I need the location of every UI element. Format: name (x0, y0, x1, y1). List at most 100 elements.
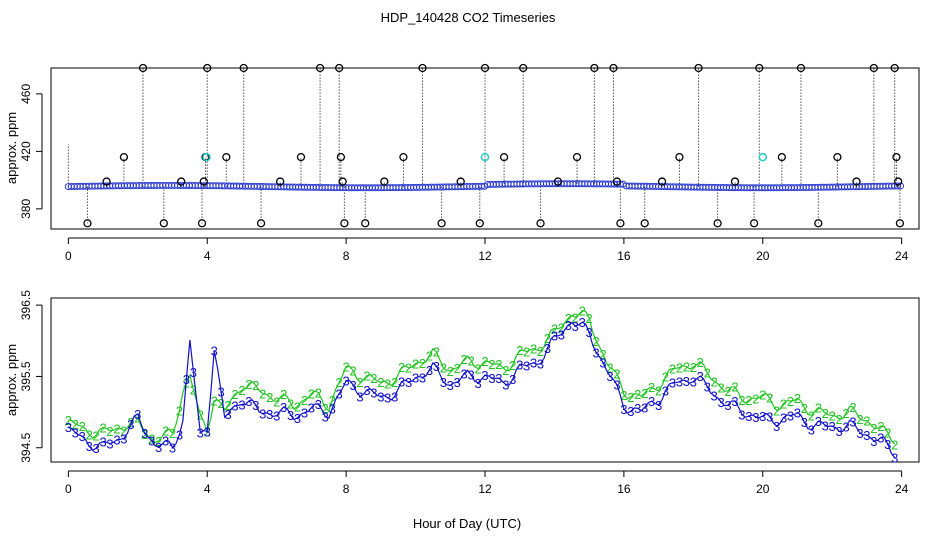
bottom-x-tick-label: 4 (204, 482, 211, 496)
series-3-point-label: 3 (558, 327, 565, 342)
bottom-y-tick-label: 396.5 (19, 290, 33, 320)
series-3-point-label: 3 (384, 391, 391, 406)
series-3-point-label: 3 (231, 399, 238, 414)
series-2-point-label: 2 (162, 424, 169, 439)
series-3-point-label: 3 (106, 437, 113, 452)
series-3-point-label: 3 (537, 357, 544, 372)
top-x-tick-label: 0 (65, 249, 72, 263)
outlier-point (159, 219, 168, 228)
cyan-point (758, 152, 768, 162)
series-3-point-label: 3 (190, 365, 197, 380)
series-3-point-label: 3 (127, 417, 134, 432)
series-2-point-label: 2 (877, 419, 884, 434)
top-panel: 0 4 8 12 16 20 24 380 420 460 approx. ppm (4, 63, 920, 263)
series-3-point-label: 3 (363, 383, 370, 398)
series-3-point-label: 3 (530, 356, 537, 371)
series-2-point-label: 2 (79, 419, 86, 434)
series-3-point-label: 3 (259, 407, 266, 422)
series-2-point-label: 2 (197, 408, 204, 423)
outlier-point (197, 219, 207, 228)
series-3-point-label: 3 (683, 374, 690, 389)
outlier-point (276, 177, 285, 186)
series-2-point-label: 2 (315, 385, 322, 400)
series-3-point-label: 3 (620, 402, 627, 417)
series-2-point-label: 2 (870, 421, 877, 436)
series-2-point-label: 2 (322, 401, 329, 416)
series-2-point-label: 2 (773, 403, 780, 418)
top-x-tick-label: 12 (478, 249, 492, 263)
series-3-point-label: 3 (565, 318, 572, 333)
series-2-point-label: 2 (516, 343, 523, 358)
series-2-point-label: 2 (731, 380, 738, 395)
series-2-point-label: 2 (308, 386, 315, 401)
outlier-point (456, 177, 465, 186)
series-3-point-label: 3 (398, 374, 405, 389)
series-2-point-label: 2 (863, 414, 870, 429)
series-3-point-label: 3 (724, 398, 731, 413)
series-2-point-label: 2 (711, 374, 718, 389)
x-axis-label: Hour of Day (UTC) (413, 516, 521, 531)
series-3-point-label: 3 (176, 427, 183, 442)
outlier-point (640, 219, 649, 228)
chart-title: HDP_140428 CO2 Timeseries (381, 10, 556, 25)
outlier-point (119, 152, 129, 162)
outlier-point (796, 63, 806, 73)
series-2-point-label: 2 (86, 428, 93, 443)
series-3-point-label: 3 (586, 325, 593, 340)
series-3-point-label: 3 (308, 401, 315, 416)
series-2-point-label: 2 (419, 356, 426, 371)
series-3-point-label: 3 (134, 407, 141, 422)
series-3-point-label: 3 (447, 378, 454, 393)
series-2-point-label: 2 (141, 427, 148, 442)
series-3-point-label: 3 (169, 440, 176, 455)
top-y-label: approx. ppm (4, 112, 19, 184)
series-3-point-label: 3 (252, 398, 259, 413)
series-3-point-label: 3 (495, 371, 502, 386)
series-3-point-label: 3 (523, 359, 530, 374)
series-2-point-label: 2 (766, 391, 773, 406)
outlier-point (138, 63, 148, 73)
series-2-point-label: 2 (836, 412, 843, 427)
series-2-point-label: 2 (822, 406, 829, 421)
outlier-point (418, 63, 427, 73)
series-3-point-label: 3 (391, 389, 398, 404)
series-3-point-label: 3 (287, 408, 294, 423)
series-2-point-label: 2 (801, 401, 808, 416)
series-3-point-label: 3 (218, 384, 225, 399)
series-3-point-label: 3 (211, 344, 218, 359)
series-2-point-label: 2 (891, 437, 898, 452)
series-2-point-label: 2 (509, 358, 516, 373)
series-3-point-label: 3 (197, 425, 204, 440)
series-2-point-label: 2 (287, 396, 294, 411)
series-2-point-label: 2 (794, 391, 801, 406)
top-x-tick-label: 24 (895, 249, 909, 263)
series-2-point-label: 2 (190, 383, 197, 398)
outlier-point (814, 219, 823, 228)
series-3-point-label: 3 (870, 434, 877, 449)
series-3-point-label: 3 (405, 375, 412, 390)
series-3-point-label: 3 (884, 437, 891, 452)
series-2-point-label: 2 (849, 400, 856, 415)
series-3-point-label: 3 (481, 368, 488, 383)
series-2-point-label: 2 (572, 310, 579, 325)
series-2-point-label: 2 (93, 428, 100, 443)
series-2-point-label: 2 (238, 383, 245, 398)
series-2-point-label: 2 (648, 380, 655, 395)
series-2-point-label: 2 (606, 361, 613, 376)
series-2-point-label: 2 (447, 364, 454, 379)
series-2-point-label: 2 (662, 369, 669, 384)
series-3-point-label: 3 (502, 377, 509, 392)
baseline-point (897, 182, 905, 190)
series-3-point-label: 3 (162, 434, 169, 449)
series-2-point-label: 2 (627, 390, 634, 405)
series-2-point-label: 2 (780, 396, 787, 411)
outlier-point (657, 177, 667, 186)
outlier-point (616, 219, 625, 228)
series-2-point-label: 2 (551, 321, 558, 336)
outlier-point (536, 219, 545, 228)
outlier-point (612, 177, 622, 186)
top-x-axis: 0 4 8 12 16 20 24 (65, 237, 909, 263)
outlier-point (480, 63, 490, 73)
series-3-point-label: 3 (690, 374, 697, 389)
